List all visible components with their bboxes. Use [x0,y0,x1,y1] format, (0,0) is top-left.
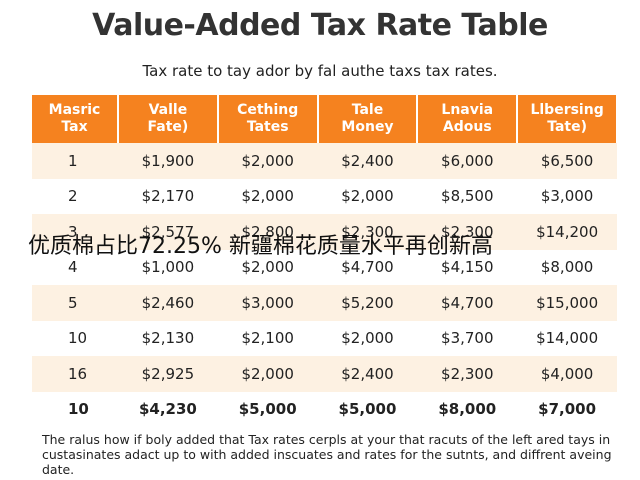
table-cell: $1,900 [118,143,218,179]
table-cell: $2,000 [217,356,318,392]
table-cell: $3,700 [417,320,518,356]
table-cell: 10 [32,320,118,356]
table-cell: 5 [32,285,118,321]
table-cell: $2,000 [317,320,418,356]
table-cell: $6,500 [517,143,617,179]
footer-note: The ralus how if boly added that Tax rat… [42,432,612,477]
table-cell: $2,300 [417,356,518,392]
table-cell: 10 [32,391,118,427]
table-cell: $1,000 [118,249,218,285]
table-cell: $6,000 [417,143,518,179]
table-cell: $2,800 [217,214,318,250]
table-cell: $2,130 [118,320,218,356]
table-cell: $2,000 [217,249,318,285]
column-header: Lnavia Adous [417,95,519,143]
table-cell: $2,000 [217,178,318,214]
table-cell: $2,577 [118,214,218,250]
header-row: Masric Tax Valle Fate) Cething Tates Tale M… [32,95,618,143]
column-header: Valle Fate) [118,95,219,143]
table-cell: $8,000 [417,391,518,427]
table-cell: $4,700 [417,285,518,321]
table-row: 10 $2,130 $2,100 $2,000 $3,700 $14,000 [32,320,617,356]
column-header: Llbersing Tate) [517,95,618,143]
subtitle: Tax rate to tay ador by fal authe taxs t… [142,62,498,80]
table-cell: $2,925 [118,356,218,392]
table-cell: 4 [32,249,118,285]
table-cell: $3,000 [517,178,617,214]
table-cell: $5,000 [217,391,318,427]
table-row: 10 $4,230 $5,000 $5,000 $8,000 $7,000 [32,391,617,427]
table-cell: 1 [32,143,118,179]
table-cell: $4,150 [417,249,518,285]
table-row: 2 $2,170 $2,000 $2,000 $8,500 $3,000 [32,178,617,214]
table-cell: $2,460 [118,285,218,321]
table-row: 4 $1,000 $2,000 $4,700 $4,150 $8,000 [32,249,617,285]
table-cell: $2,300 [417,214,518,250]
table-row: 1 $1,900 $2,000 $2,400 $6,000 $6,500 [32,143,617,179]
table-cell: $15,000 [517,285,617,321]
table-cell: $4,230 [118,391,218,427]
table-cell: $8,500 [417,178,518,214]
table-cell: $5,000 [317,391,418,427]
table-row: 16 $2,925 $2,000 $2,400 $2,300 $4,000 [32,356,617,392]
column-header: Masric Tax [32,95,119,143]
table-cell: $4,000 [517,356,617,392]
table-cell: $8,000 [517,249,617,285]
table-cell: $2,000 [317,178,418,214]
table-cell: $14,200 [517,214,617,250]
table: Masric Tax Valle Fate) Cething Tates Tale M… [32,95,618,427]
table-cell: $2,300 [317,214,418,250]
table-cell: $2,400 [317,356,418,392]
column-header: Tale Money [317,95,419,143]
column-header: Cething Tates [217,95,319,143]
table-cell: $2,400 [317,143,418,179]
table-cell: $2,000 [217,143,318,179]
overlay-caption: 优质棉占比72.25% 新疆棉花质量水平再创新高 [28,234,493,259]
title: Value-Added Tax Rate Table [92,8,548,43]
table-row: 3 $2,577 $2,800 $2,300 $2,300 $14,200 [32,214,617,250]
table-cell: $7,000 [517,391,617,427]
table-cell: 3 [32,214,118,250]
table-cell: 16 [32,356,118,392]
table-cell: $14,000 [517,320,617,356]
table-cell: $2,100 [217,320,318,356]
table-cell: $5,200 [317,285,418,321]
table-row: 5 $2,460 $3,000 $5,200 $4,700 $15,000 [32,285,617,321]
table-cell: 2 [32,178,118,214]
table-cell: $3,000 [217,285,318,321]
table-cell: $2,170 [118,178,218,214]
table-cell: $4,700 [317,249,418,285]
table-body: 1 $1,900 $2,000 $2,400 $6,000 $6,500 2 $2,170 $2… [32,143,617,427]
